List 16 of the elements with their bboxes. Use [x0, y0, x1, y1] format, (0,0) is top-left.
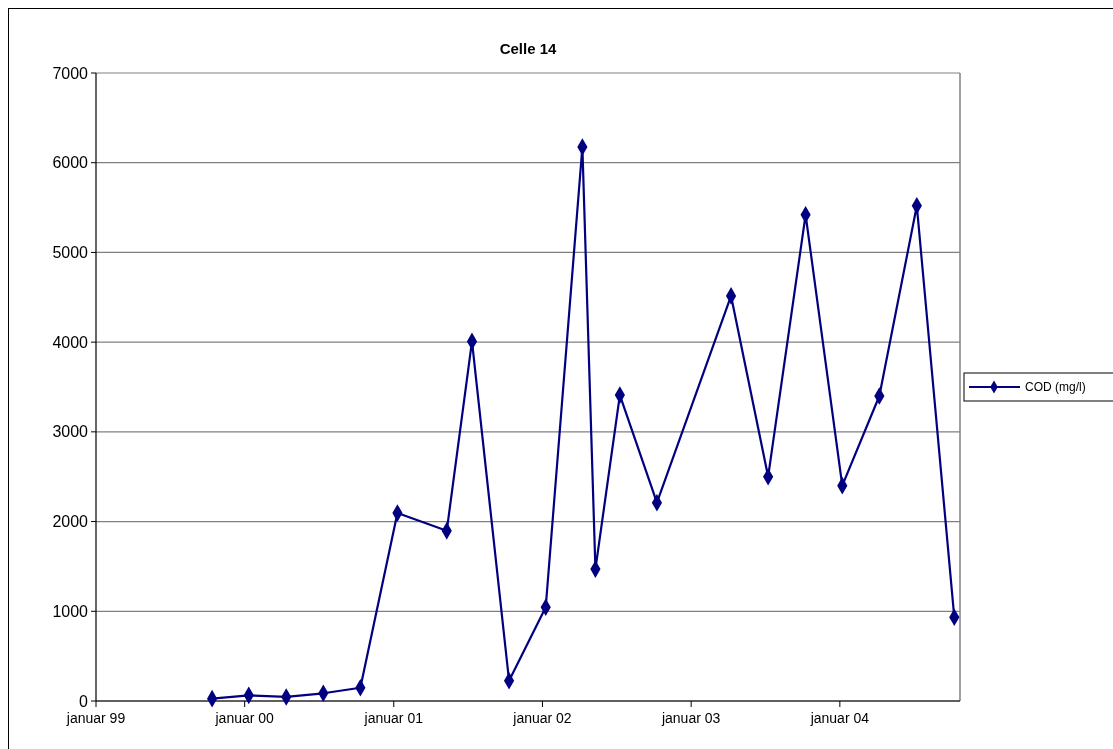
- chart-title: Celle 14: [499, 40, 557, 57]
- y-tick-label: 3000: [52, 423, 89, 441]
- y-tick-label: 4000: [52, 333, 89, 351]
- legend-label: COD (mg/l): [1025, 380, 1086, 395]
- x-tick-label: januar 01: [363, 710, 424, 726]
- y-tick-label: 2000: [52, 513, 89, 531]
- x-tick-label: januar 99: [65, 710, 126, 726]
- x-tick-label: januar 00: [214, 710, 275, 726]
- y-tick-label: 5000: [52, 244, 89, 262]
- y-tick-label: 6000: [52, 154, 89, 172]
- y-tick-label: 0: [79, 692, 89, 710]
- y-tick-label: 7000: [52, 64, 89, 82]
- x-tick-label: januar 04: [809, 710, 870, 726]
- x-tick-label: januar 03: [660, 710, 721, 726]
- x-tick-label: januar 02: [512, 710, 572, 726]
- y-tick-label: 1000: [52, 602, 89, 620]
